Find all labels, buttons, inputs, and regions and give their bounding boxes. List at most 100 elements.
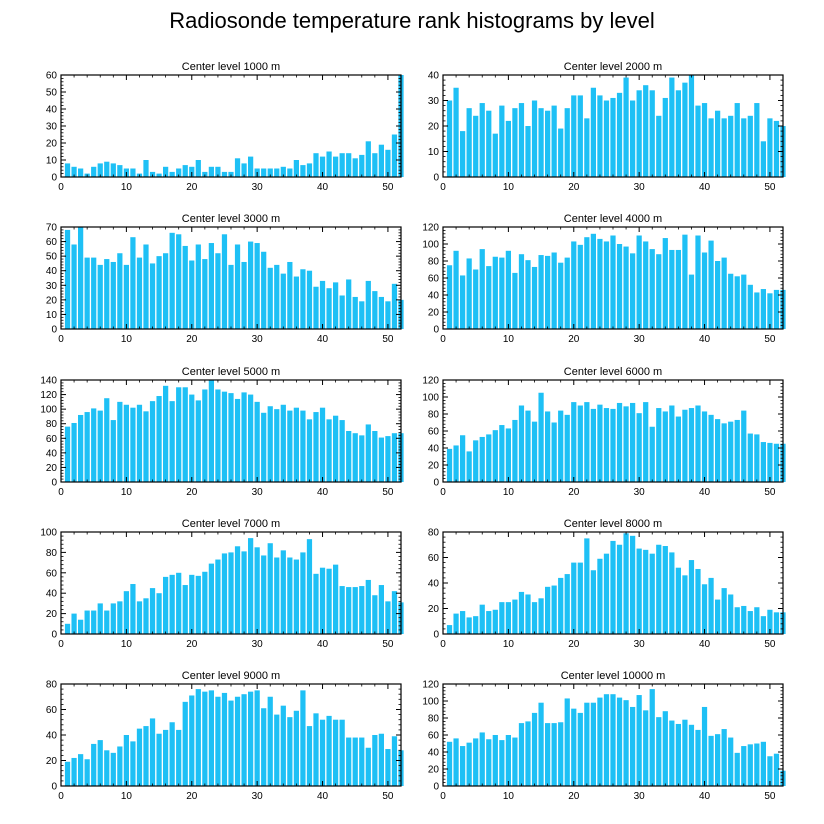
histogram-bar — [747, 115, 753, 177]
histogram-bar — [169, 232, 175, 329]
histogram-bar — [372, 153, 378, 177]
histogram-bar — [378, 585, 384, 634]
histogram-bar — [359, 737, 365, 786]
x-tick-label: 50 — [382, 487, 394, 498]
y-tick-label: 10 — [46, 156, 58, 167]
histogram-bar — [123, 404, 129, 482]
histogram-bar — [623, 246, 629, 329]
y-tick-label: 20 — [46, 295, 58, 306]
histogram-bar — [734, 276, 740, 329]
histogram-bar — [728, 737, 734, 786]
y-tick-label: 0 — [433, 325, 439, 336]
x-tick-label: 40 — [317, 182, 329, 193]
histogram-bar — [313, 153, 319, 177]
y-tick-label: 60 — [428, 731, 440, 742]
histogram-bar — [378, 733, 384, 786]
histogram-bar — [551, 723, 557, 786]
histogram-bar — [385, 301, 391, 329]
x-tick-label: 0 — [440, 791, 446, 802]
histogram-bar — [584, 402, 590, 482]
histogram-bar — [78, 227, 84, 329]
y-tick-label: 80 — [428, 528, 440, 539]
histogram-bar — [84, 257, 90, 329]
histogram-bar — [767, 442, 773, 482]
histogram-bar — [525, 126, 531, 177]
histogram-bar — [359, 301, 365, 329]
histogram-bar — [202, 691, 208, 786]
histogram-bar — [649, 90, 655, 177]
histogram-bar — [202, 389, 208, 482]
histogram-bar — [136, 601, 143, 634]
x-tick-label: 40 — [699, 487, 711, 498]
histogram-bar — [708, 240, 714, 329]
histogram-bar — [499, 257, 505, 329]
y-tick-label: 20 — [428, 461, 440, 472]
histogram-bar — [643, 85, 649, 177]
histogram-bar — [486, 739, 492, 786]
histogram-bar — [695, 568, 701, 634]
histogram-bar — [571, 241, 577, 329]
histogram-bar — [306, 726, 313, 786]
histogram-bar — [313, 573, 319, 634]
histogram-bar — [64, 623, 71, 634]
histogram-bar — [656, 717, 662, 786]
histogram-bar — [505, 735, 511, 786]
histogram-bar — [163, 385, 169, 482]
histogram-bar — [473, 616, 479, 634]
histogram-bar — [590, 408, 596, 482]
histogram-bar — [708, 735, 714, 786]
histogram-bar — [760, 141, 766, 177]
y-tick-label: 30 — [46, 122, 58, 133]
histogram-bar — [143, 598, 149, 634]
y-tick-label: 60 — [428, 553, 440, 564]
histogram-bar — [333, 156, 339, 177]
histogram-bar — [669, 77, 675, 177]
histogram-bar — [293, 559, 299, 634]
histogram-bar — [643, 710, 649, 786]
histogram-bar — [221, 553, 228, 634]
histogram-bar — [754, 292, 760, 329]
histogram-panel: Center level 1000 m 0 10 20 30 40 50 0 10 20 30 40 5… — [46, 61, 404, 193]
histogram-bar — [460, 275, 466, 329]
histogram-bar — [234, 244, 241, 329]
histogram-bar — [473, 115, 479, 177]
histogram-bar — [346, 587, 352, 634]
histogram-bar — [734, 419, 740, 482]
histogram-bar — [306, 270, 313, 329]
histogram-bar — [715, 419, 721, 482]
x-tick-label: 50 — [764, 487, 776, 498]
histogram-bar — [143, 244, 149, 329]
histogram-bar — [182, 165, 188, 177]
histogram-bar — [365, 280, 371, 329]
histogram-bar — [97, 163, 103, 177]
histogram-bar — [169, 574, 175, 634]
histogram-bar — [156, 396, 162, 482]
histogram-bar — [512, 272, 518, 329]
histogram-bar — [293, 407, 299, 482]
histogram-bar — [300, 410, 306, 482]
histogram-bar — [551, 105, 557, 177]
histogram-bar — [531, 266, 538, 329]
histogram-panel: Center level 9000 m 0 10 20 30 40 50 0 20 40 60 80 — [46, 670, 404, 802]
x-tick-label: 0 — [440, 639, 446, 650]
x-tick-label: 30 — [252, 487, 264, 498]
histogram-bar — [610, 694, 616, 786]
histogram-bar — [241, 694, 247, 786]
histogram-bar — [773, 120, 780, 177]
histogram-bar — [248, 156, 254, 177]
histogram-bar — [558, 722, 564, 786]
histogram-bar — [91, 743, 97, 786]
panel-title: Center level 8000 m — [564, 518, 662, 530]
histogram-bar — [248, 241, 254, 329]
histogram-bar — [701, 103, 708, 177]
histogram-bar — [499, 425, 505, 482]
histogram-bar — [695, 405, 701, 482]
histogram-bar — [695, 105, 701, 177]
histogram-bar — [505, 120, 511, 177]
histogram-bar — [649, 553, 655, 634]
histogram-panel: Center level 2000 m 0 10 20 30 40 50 0 10 20 30 40 — [428, 61, 786, 193]
x-tick-label: 30 — [634, 182, 646, 193]
histogram-bar — [326, 151, 332, 177]
histogram-bar — [760, 616, 766, 634]
histogram-bar — [721, 423, 727, 482]
